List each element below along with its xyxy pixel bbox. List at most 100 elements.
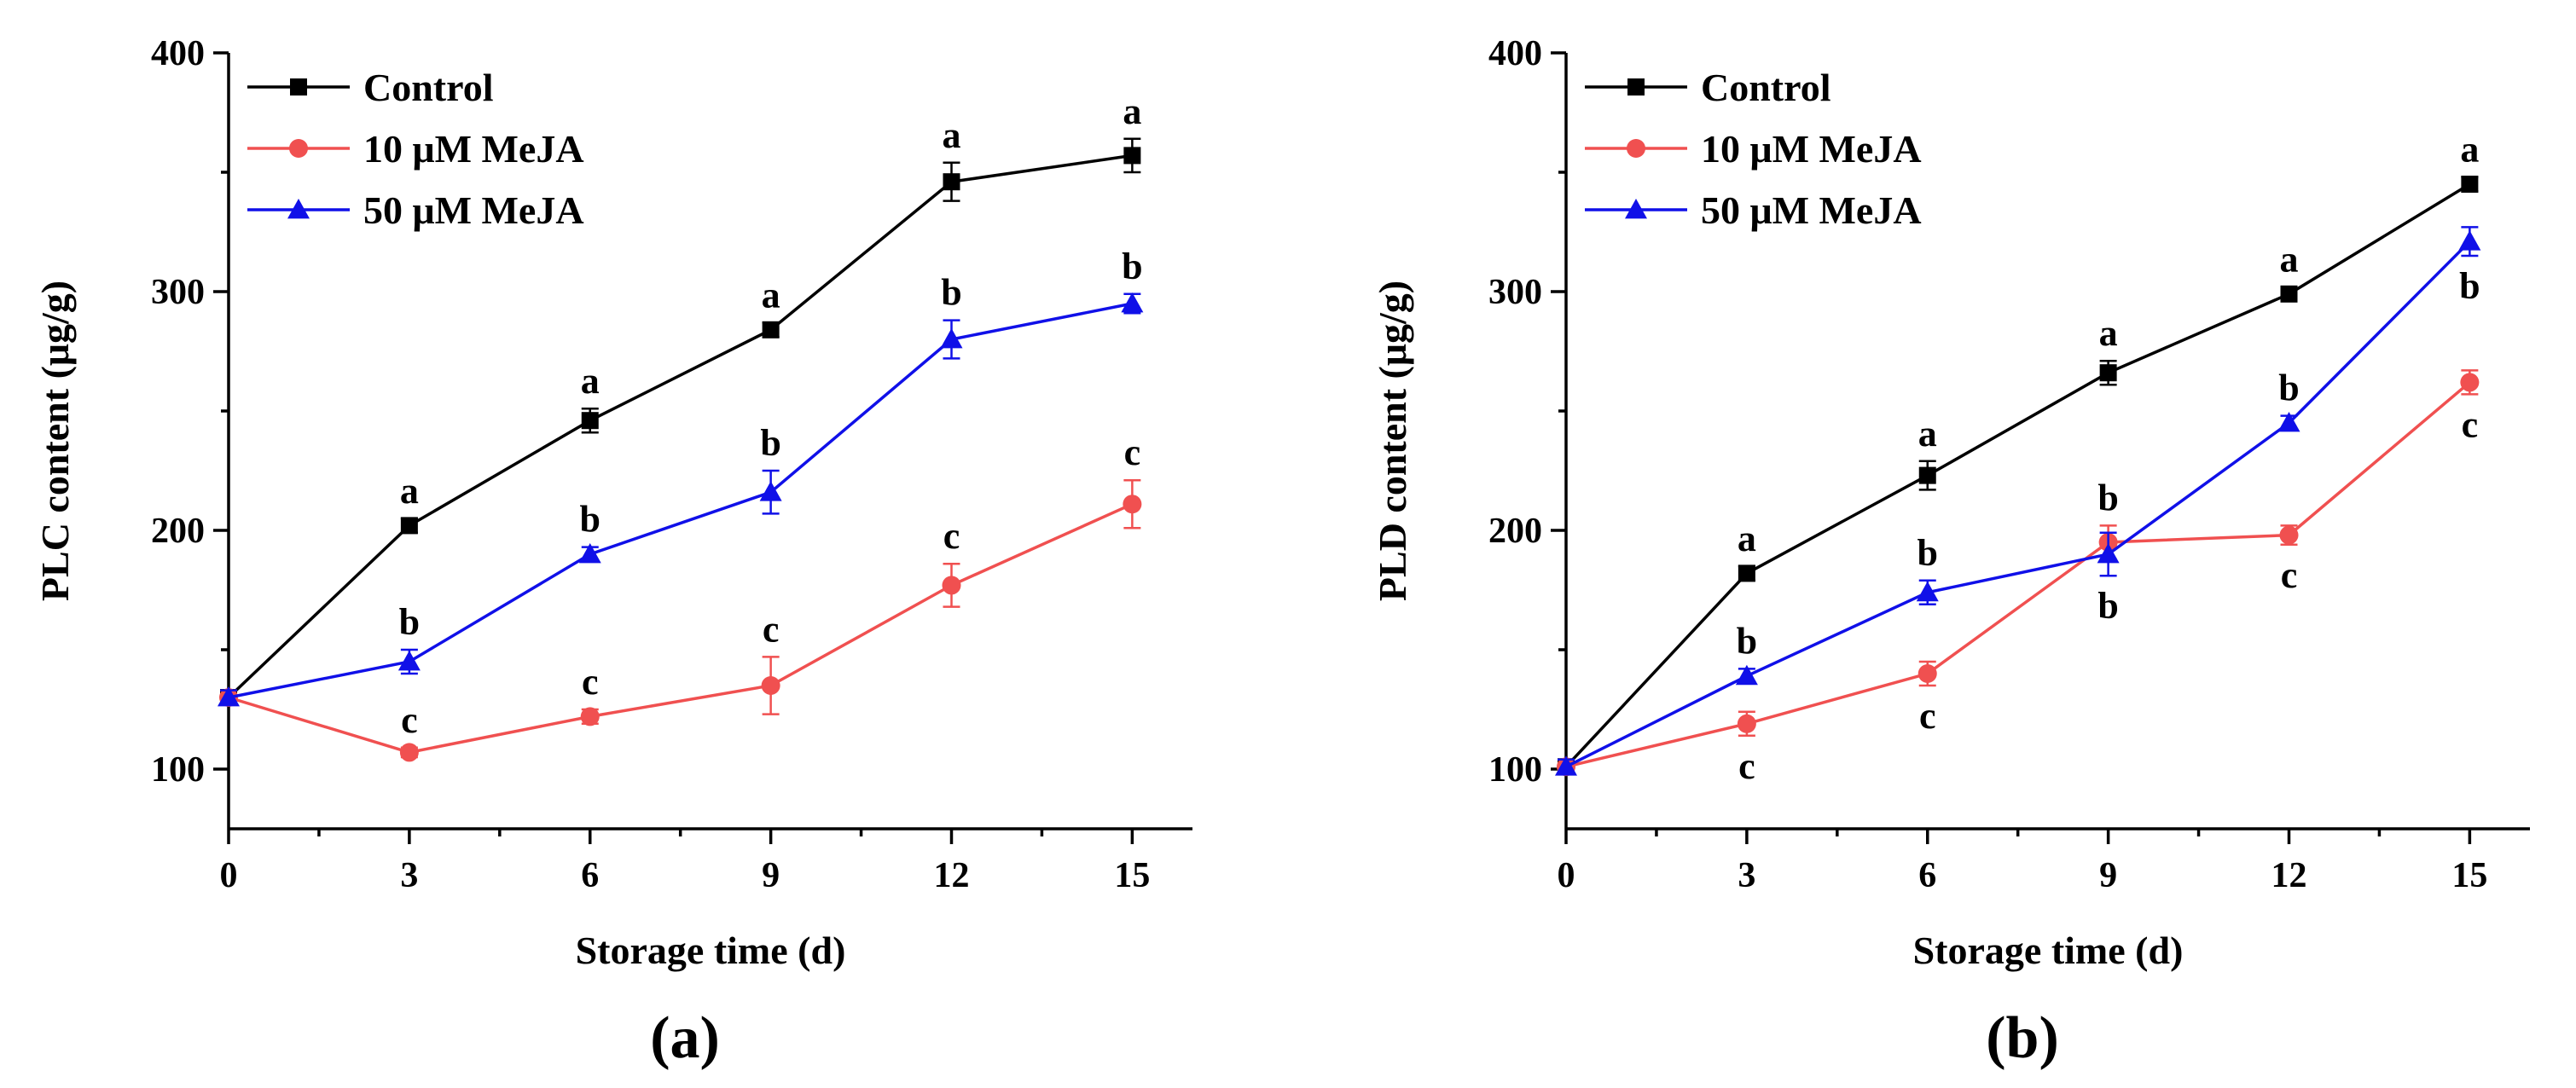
significance-letter: a: [581, 360, 600, 402]
significance-letter: a: [400, 470, 419, 512]
significance-letter: b: [941, 272, 961, 314]
significance-letter: a: [1918, 413, 1937, 454]
data-point: [1123, 495, 1142, 514]
significance-letter: b: [1917, 532, 1938, 574]
y-tick-label: 400: [1488, 34, 1542, 73]
data-point: [400, 517, 418, 535]
x-tick-label: 3: [400, 856, 418, 895]
significance-letter: c: [1919, 695, 1936, 737]
data-point: [581, 412, 599, 430]
data-point: [943, 173, 960, 191]
y-axis-title: PLC content (μg/g): [33, 281, 77, 601]
data-point: [942, 576, 961, 595]
legend-marker: [287, 199, 310, 219]
significance-letter: c: [2281, 554, 2298, 596]
series-10-m-meja: c c b c c: [1557, 369, 2480, 787]
panel-label: (a): [650, 1005, 720, 1071]
series-50-m-meja: b b b b b: [218, 246, 1144, 707]
series-line: [1565, 240, 2471, 768]
x-tick-label: 0: [1558, 856, 1575, 895]
significance-letter: a: [762, 274, 780, 315]
series-control: a a a a a: [220, 90, 1141, 706]
y-tick-label: 200: [151, 512, 205, 551]
significance-letter: c: [943, 515, 960, 557]
data-point: [2460, 373, 2480, 392]
legend-label: 50 μM MeJA: [1701, 188, 1922, 232]
data-point: [1555, 755, 1577, 776]
panel-label: (b): [1986, 1005, 2059, 1071]
significance-letter: a: [1123, 90, 1141, 132]
data-point: [399, 743, 419, 762]
x-axis-title: Storage time (d): [1913, 929, 2184, 972]
data-point: [2279, 525, 2299, 545]
y-tick-label: 300: [151, 273, 205, 312]
x-tick-label: 9: [762, 856, 780, 895]
data-point: [2461, 176, 2479, 193]
series-line: [228, 302, 1133, 699]
data-point: [1121, 292, 1144, 313]
x-tick-label: 15: [2451, 856, 2487, 895]
legend-label: Control: [363, 66, 494, 109]
data-point: [762, 321, 780, 339]
data-point: [2280, 285, 2298, 303]
data-point: [397, 651, 421, 671]
data-point: [2099, 364, 2117, 382]
legend-label: 50 μM MeJA: [363, 188, 584, 232]
significance-letter: a: [1738, 518, 1756, 559]
data-point: [2458, 230, 2481, 251]
x-tick-label: 3: [1738, 856, 1755, 895]
data-point: [1917, 664, 1937, 683]
data-point: [940, 328, 963, 349]
significance-letter: c: [1738, 745, 1755, 787]
legend-label: 10 μM MeJA: [363, 127, 584, 171]
legend-label: 10 μM MeJA: [1701, 127, 1922, 171]
data-point: [1916, 581, 1939, 602]
significance-letter: b: [1122, 246, 1142, 287]
significance-letter: a: [2280, 238, 2299, 280]
x-tick-label: 15: [1114, 856, 1150, 895]
y-tick-label: 400: [151, 34, 205, 73]
significance-letter: b: [2097, 477, 2118, 518]
significance-letter: b: [2459, 265, 2480, 307]
legend-marker: [1627, 78, 1645, 95]
x-tick-label: 6: [581, 856, 599, 895]
significance-letter: b: [2097, 585, 2118, 627]
significance-letter: c: [401, 699, 418, 741]
data-point: [1738, 564, 1755, 582]
series-line: [228, 502, 1134, 755]
data-point: [578, 543, 601, 564]
significance-letter: c: [1124, 431, 1141, 473]
significance-letter: c: [763, 608, 780, 650]
legend: Control 10 μM MeJA 50 μM MeJA: [1585, 66, 1922, 232]
data-point: [1735, 664, 1758, 686]
significance-letter: c: [2462, 403, 2479, 445]
legend: Control 10 μM MeJA 50 μM MeJA: [247, 66, 584, 232]
x-tick-label: 6: [1918, 856, 1936, 895]
series-control: a a a a a: [1558, 129, 2479, 776]
significance-letter: b: [399, 601, 420, 643]
significance-letter: a: [2099, 312, 2118, 354]
significance-letter: b: [2278, 367, 2299, 409]
x-axis-title: Storage time (d): [576, 929, 846, 972]
series-10-m-meja: c c c c c: [219, 431, 1142, 762]
significance-letter: c: [582, 661, 599, 703]
x-tick-label: 12: [2271, 856, 2307, 895]
data-point: [1123, 147, 1141, 165]
chart-panel-a: 100 200 300 400 0 3 6 9 12 15 Storage time (d) PLC …: [33, 34, 1192, 1071]
significance-letter: b: [760, 422, 780, 464]
data-point: [1918, 466, 1936, 484]
data-point: [1737, 714, 1756, 733]
series-line: [1564, 182, 2471, 768]
x-tick-label: 0: [220, 856, 238, 895]
data-point: [759, 481, 782, 501]
data-point: [2097, 543, 2120, 564]
significance-letter: b: [580, 499, 600, 541]
legend-marker: [1627, 139, 1645, 158]
significance-letter: b: [1737, 620, 1757, 662]
y-tick-label: 100: [1488, 750, 1542, 790]
data-point: [218, 686, 240, 707]
series-line: [227, 153, 1133, 699]
y-tick-label: 200: [1488, 512, 1542, 551]
legend-marker: [1625, 199, 1647, 219]
